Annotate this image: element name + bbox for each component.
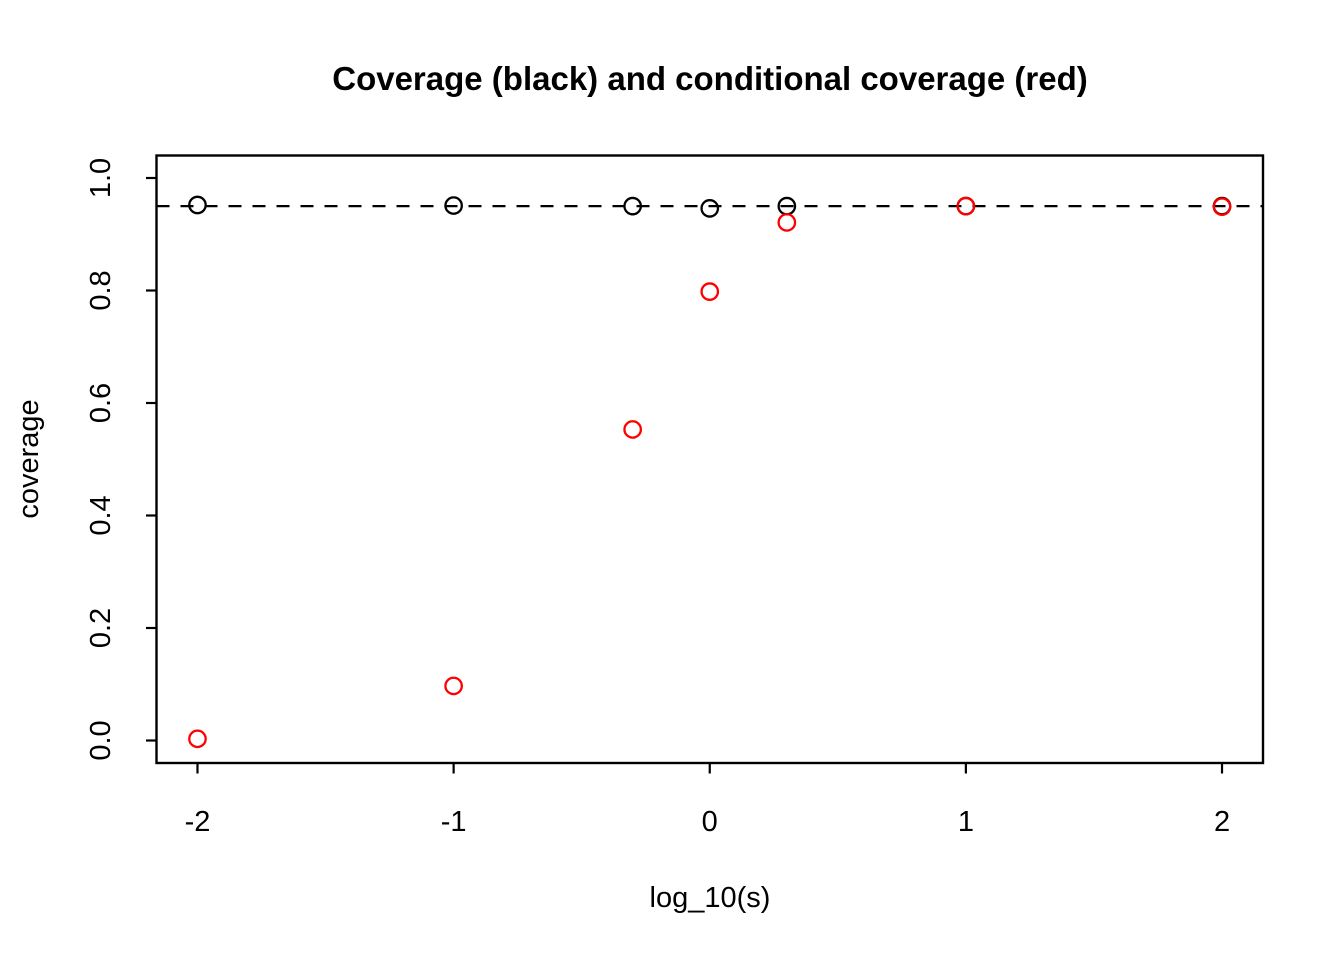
x-tick-label: -2 xyxy=(185,806,211,838)
y-axis-label: coverage xyxy=(13,399,45,518)
data-point-red xyxy=(188,729,207,749)
data-point-red xyxy=(1212,197,1232,217)
y-tick-label: 0.4 xyxy=(85,495,117,535)
plot-area xyxy=(156,195,1263,749)
data-point-red xyxy=(444,676,463,696)
data-point-red xyxy=(956,196,976,216)
data-point-red xyxy=(700,282,720,301)
y-tick-label: 0.0 xyxy=(85,720,117,760)
chart-title: Coverage (black) and conditional coverag… xyxy=(332,60,1088,97)
x-tick-label: 2 xyxy=(1214,806,1230,838)
x-tick-label: 1 xyxy=(958,806,974,838)
data-point-red xyxy=(623,420,643,439)
y-tick-label: 0.2 xyxy=(85,608,117,648)
data-point-red xyxy=(777,213,797,232)
x-axis-label: log_10(s) xyxy=(650,882,771,914)
y-tick-label: 0.6 xyxy=(85,383,117,423)
data-point-black xyxy=(188,195,207,215)
axes: -2 -1 0 1 2 0.0 0.2 0.4 0.6 0.8 1.0 xyxy=(85,158,1230,838)
x-tick-label: 0 xyxy=(702,806,718,838)
x-tick-label: -1 xyxy=(441,806,467,838)
plot-border xyxy=(155,154,1265,765)
data-point-black xyxy=(700,199,720,218)
y-tick-label: 0.8 xyxy=(85,270,117,310)
data-point-black xyxy=(623,196,643,216)
y-tick-label: 1.0 xyxy=(85,158,117,198)
data-point-black xyxy=(444,196,463,215)
